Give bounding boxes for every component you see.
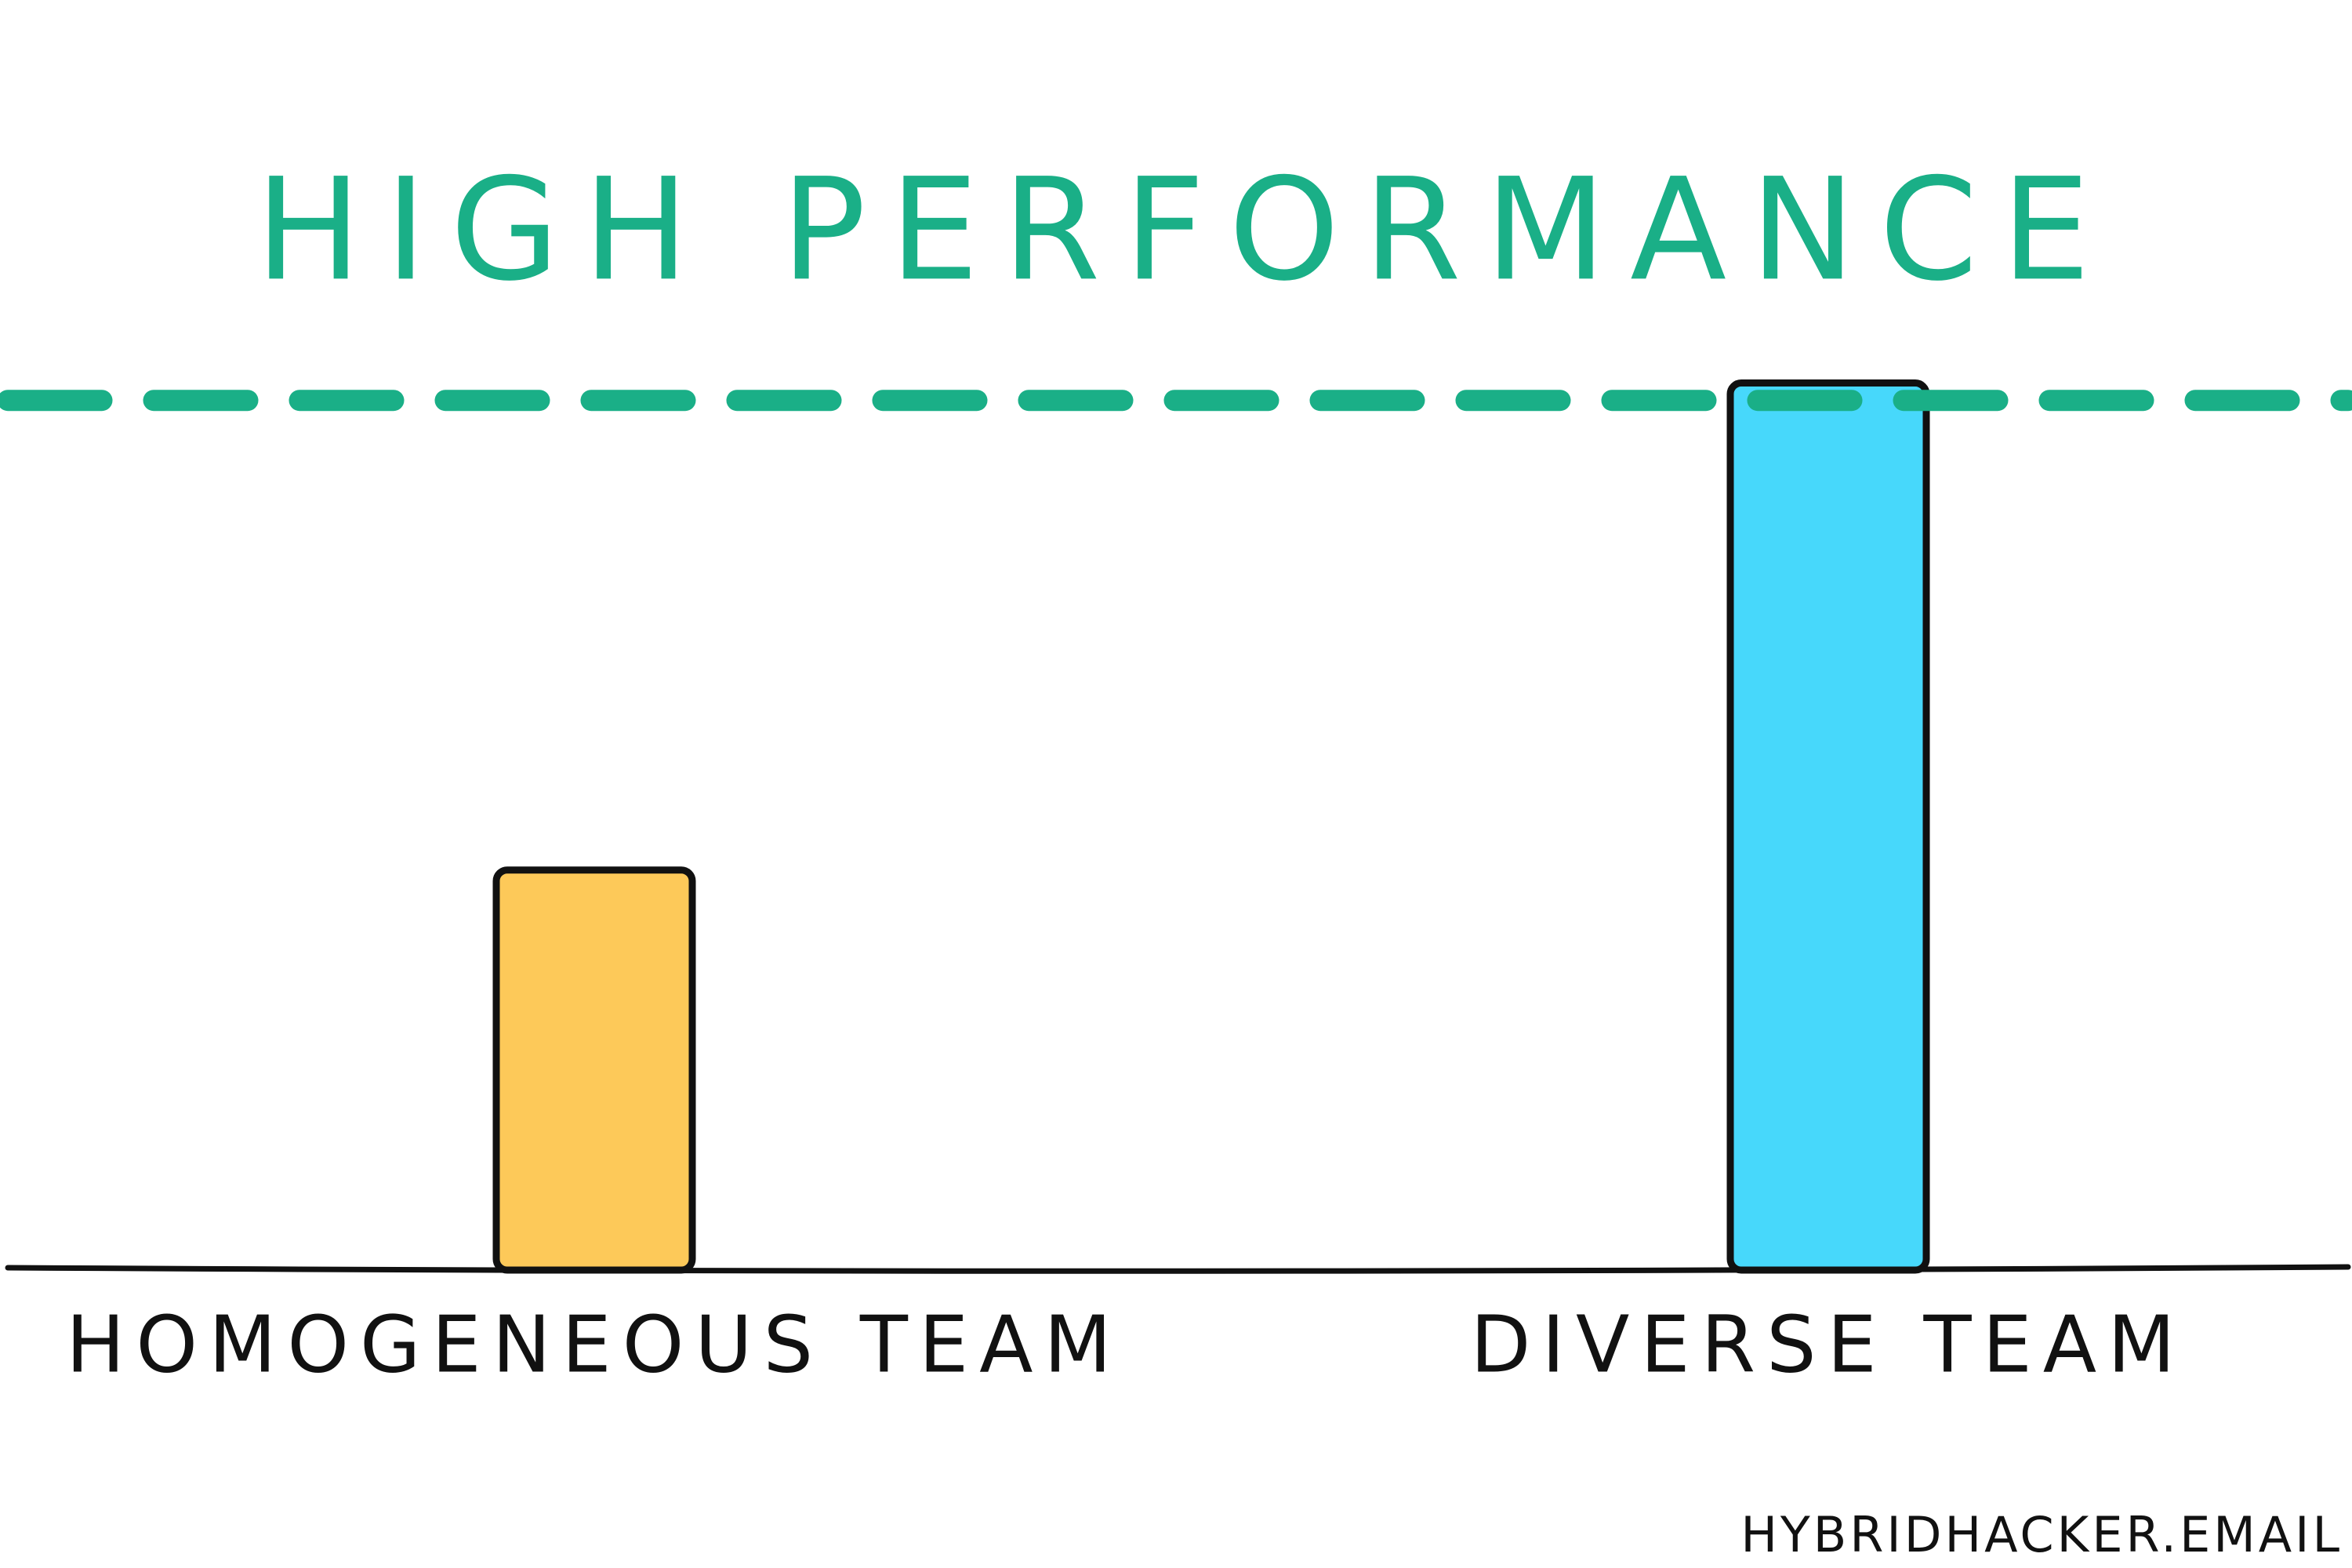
bar bbox=[492, 866, 696, 1274]
baseline bbox=[5, 1264, 2351, 1274]
reference-label: HIGH PERFORMANCE bbox=[256, 148, 2114, 312]
x-tick-label: DIVERSE TEAM bbox=[1471, 1298, 2187, 1390]
bar bbox=[1726, 379, 1930, 1274]
credit: HYBRIDHACKER.EMAIL bbox=[1740, 1506, 2343, 1563]
x-tick-label: HOMOGENEOUS TEAM bbox=[66, 1298, 1123, 1390]
